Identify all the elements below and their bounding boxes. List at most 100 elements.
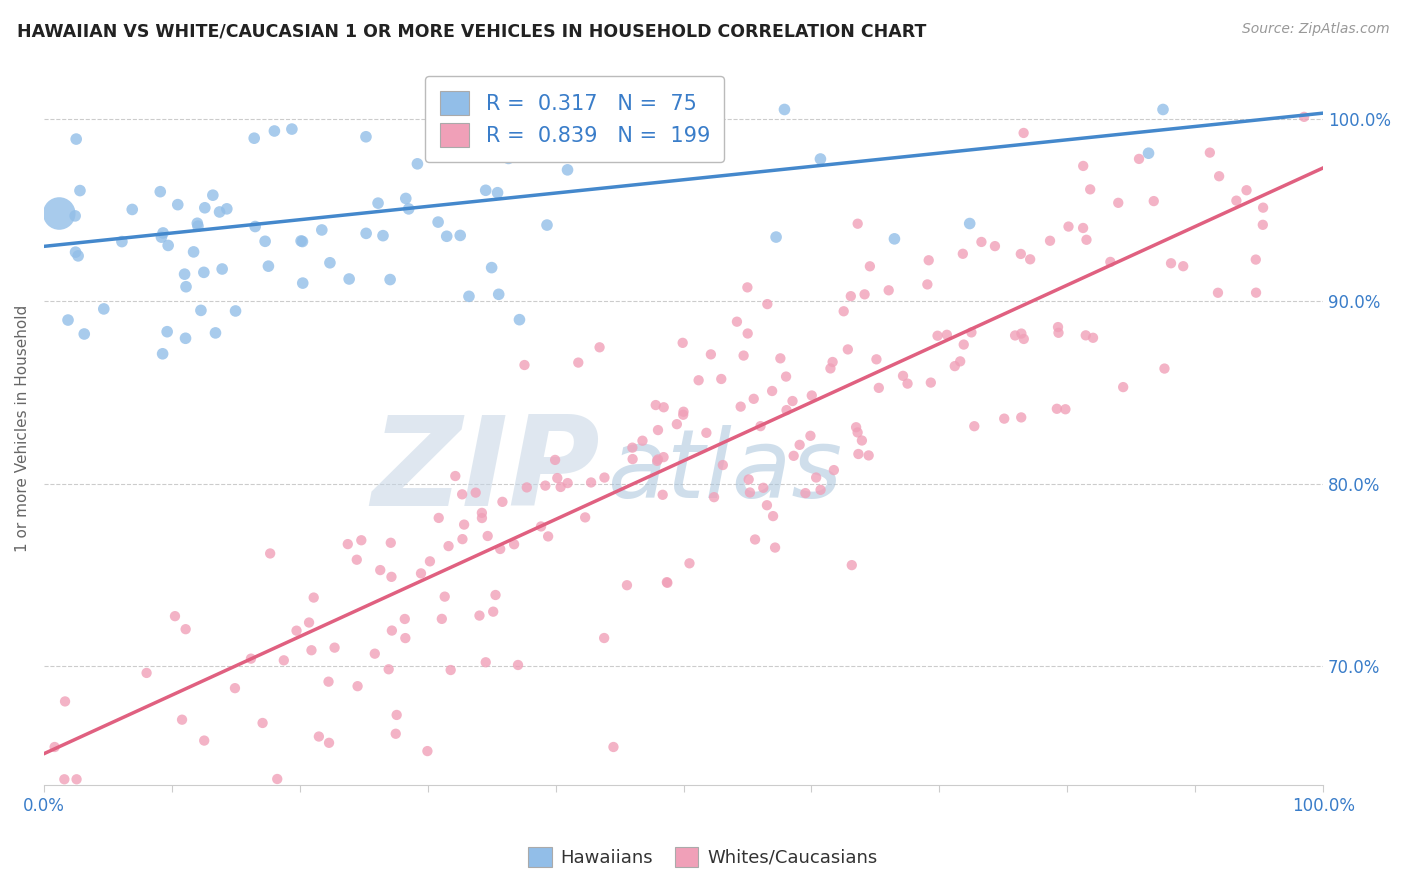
Point [859,260,882,274]
Point [672,335,695,350]
Point [318,674,340,689]
Point [63,209,86,223]
Point [534,478,557,492]
Point [737,280,759,294]
Point [482,605,505,619]
Point [464,485,486,500]
Point [1071,221,1094,235]
Point [645,454,668,468]
Point [1012,332,1035,346]
Point [193,265,215,279]
Point [761,384,783,398]
Point [433,590,456,604]
Point [1046,401,1069,416]
Point [1057,219,1080,234]
Point [841,558,863,573]
Point [800,388,823,402]
Point [266,772,288,786]
Point [927,328,949,343]
Point [536,218,558,232]
Point [804,470,827,484]
Point [657,575,679,590]
Point [943,359,966,373]
Point [756,297,779,311]
Point [737,326,759,341]
Point [337,272,360,286]
Point [1019,252,1042,267]
Point [1047,326,1070,340]
Point [451,487,474,501]
Point [67,249,90,263]
Point [853,287,876,301]
Point [647,423,669,437]
Point [846,425,869,440]
Point [963,419,986,434]
Point [845,420,868,434]
Point [474,183,496,197]
Point [744,533,766,547]
Point [53,772,76,787]
Point [789,438,811,452]
Point [1081,331,1104,345]
Point [44,739,66,754]
Point [647,452,669,467]
Point [468,608,491,623]
Point [451,532,474,546]
Point [763,541,786,555]
Point [449,228,471,243]
Point [65,772,87,787]
Point [152,226,174,240]
Point [440,663,463,677]
Point [749,419,772,434]
Point [190,303,212,318]
Point [481,260,503,275]
Point [484,588,506,602]
Point [93,301,115,316]
Point [1152,103,1174,117]
Point [820,361,842,376]
Point [65,245,87,260]
Point [430,612,453,626]
Point [419,554,441,568]
Point [285,624,308,638]
Point [319,256,342,270]
Point [700,347,723,361]
Point [1294,110,1316,124]
Point [652,450,675,464]
Point [733,349,755,363]
Point [152,347,174,361]
Point [336,537,359,551]
Point [174,622,197,636]
Point [678,557,700,571]
Point [695,425,717,440]
Text: atlas: atlas [607,425,842,518]
Point [437,539,460,553]
Point [918,253,941,268]
Point [1039,234,1062,248]
Point [652,401,675,415]
Point [259,546,281,560]
Point [621,441,644,455]
Point [436,229,458,244]
Text: ZIP: ZIP [371,411,600,532]
Point [868,381,890,395]
Point [201,188,224,202]
Point [799,429,821,443]
Point [935,327,957,342]
Point [371,228,394,243]
Point [1236,183,1258,197]
Point [257,259,280,273]
Point [810,152,832,166]
Point [477,529,499,543]
Point [323,640,346,655]
Point [354,227,377,241]
Point [73,326,96,341]
Y-axis label: 1 or more Vehicles in Household: 1 or more Vehicles in Household [15,305,30,552]
Point [394,612,416,626]
Point [187,219,209,234]
Point [111,235,134,249]
Point [1078,182,1101,196]
Point [273,653,295,667]
Point [970,235,993,249]
Point [1251,201,1274,215]
